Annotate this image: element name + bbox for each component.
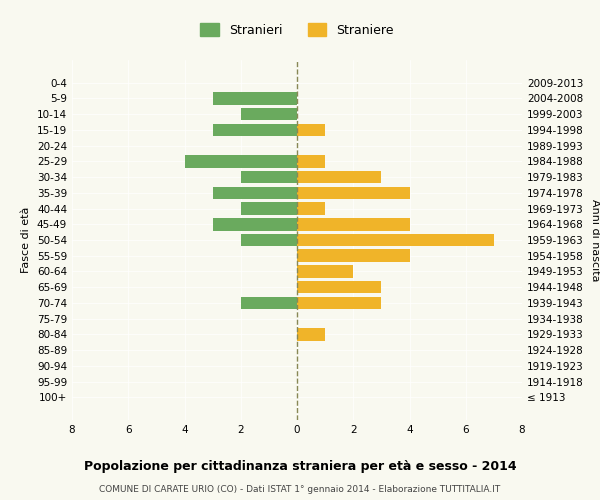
Bar: [212, 92, 297, 104]
Bar: [297, 328, 325, 340]
Bar: [241, 296, 297, 309]
Legend: Stranieri, Straniere: Stranieri, Straniere: [197, 20, 398, 40]
Bar: [297, 202, 325, 215]
Bar: [212, 124, 297, 136]
Bar: [297, 265, 353, 278]
Y-axis label: Fasce di età: Fasce di età: [22, 207, 31, 273]
Bar: [241, 171, 297, 183]
Text: Popolazione per cittadinanza straniera per età e sesso - 2014: Popolazione per cittadinanza straniera p…: [83, 460, 517, 473]
Bar: [185, 155, 297, 168]
Bar: [297, 124, 325, 136]
Bar: [297, 155, 325, 168]
Bar: [241, 202, 297, 215]
Bar: [297, 250, 409, 262]
Y-axis label: Anni di nascita: Anni di nascita: [590, 198, 600, 281]
Bar: [241, 108, 297, 120]
Bar: [297, 171, 382, 183]
Bar: [297, 296, 382, 309]
Bar: [297, 234, 494, 246]
Bar: [297, 218, 409, 230]
Bar: [297, 186, 409, 199]
Bar: [297, 281, 382, 293]
Bar: [241, 234, 297, 246]
Bar: [212, 218, 297, 230]
Text: COMUNE DI CARATE URIO (CO) - Dati ISTAT 1° gennaio 2014 - Elaborazione TUTTITALI: COMUNE DI CARATE URIO (CO) - Dati ISTAT …: [100, 485, 500, 494]
Bar: [212, 186, 297, 199]
